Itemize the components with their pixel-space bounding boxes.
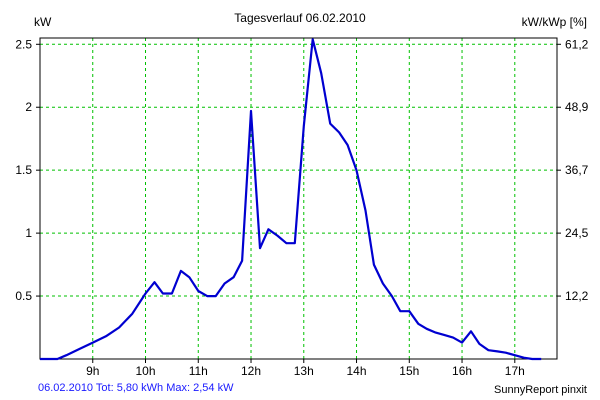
y2-tick-label: 61,2 (565, 37, 589, 51)
plot-area-frame (39, 37, 558, 360)
x-tick-label: 16h (452, 364, 472, 378)
right-axis-unit: kW/kWp [%] (521, 15, 587, 29)
y2-tick-label: 48,9 (565, 100, 589, 114)
y2-tick-label: 12,2 (565, 289, 589, 303)
x-tick-label: 11h (189, 364, 208, 378)
summary-text: 06.02.2010 Tot: 5,80 kWh Max: 2,54 kW (38, 382, 234, 394)
y-tick-label: 1.5 (15, 163, 32, 177)
x-tick-label: 15h (399, 364, 419, 378)
y2-tick-label: 24,5 (565, 226, 589, 240)
chart-title: Tagesverlauf 06.02.2010 (234, 11, 366, 25)
credit-text: SunnyReport pinxit (494, 384, 587, 396)
y-tick-label: 0.5 (15, 289, 32, 303)
x-tick-label: 14h (347, 364, 367, 378)
x-tick-label: 17h (505, 364, 525, 378)
y-tick-label: 1 (25, 226, 32, 240)
y2-tick-label: 36,7 (565, 163, 589, 177)
y-tick-label: 2 (25, 100, 32, 114)
power-series-line (40, 38, 542, 361)
x-tick-label: 9h (86, 364, 99, 378)
x-tick-label: 12h (241, 364, 261, 378)
y-tick-label: 2.5 (15, 37, 32, 51)
x-tick-label: 13h (294, 364, 314, 378)
left-axis-unit: kW (34, 15, 52, 29)
x-tick-label: 10h (135, 364, 155, 378)
